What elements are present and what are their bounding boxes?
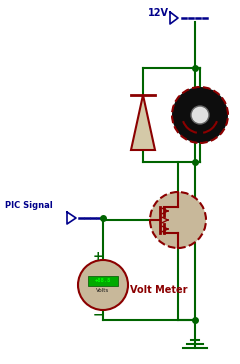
Text: Volt Meter: Volt Meter: [130, 285, 187, 295]
Text: Volts: Volts: [96, 289, 110, 293]
Text: 12V: 12V: [148, 8, 169, 18]
Circle shape: [172, 87, 228, 143]
Circle shape: [191, 106, 209, 124]
Circle shape: [150, 192, 206, 248]
Circle shape: [78, 260, 128, 310]
Text: +88.8: +88.8: [95, 277, 111, 282]
Polygon shape: [131, 95, 155, 150]
Text: +: +: [93, 250, 103, 264]
Text: −: −: [93, 309, 103, 321]
Text: PIC Signal: PIC Signal: [5, 201, 53, 210]
FancyBboxPatch shape: [88, 276, 118, 286]
